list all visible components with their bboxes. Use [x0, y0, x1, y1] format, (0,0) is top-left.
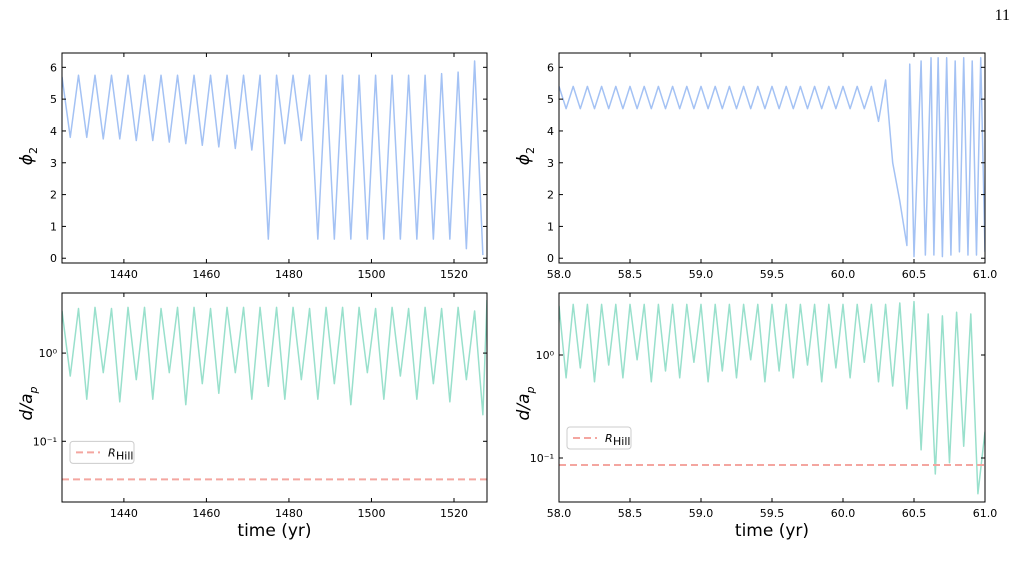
- legend-label: R: [108, 446, 116, 459]
- y-label-main: ϕ: [514, 154, 534, 165]
- legend-label-sub: Hill: [116, 449, 133, 462]
- y-axis-label: ϕ2: [17, 147, 40, 165]
- y-tick-label: 5: [547, 93, 554, 106]
- x-tick-label: 59.5: [760, 507, 785, 520]
- x-tick-label: 59.0: [689, 507, 714, 520]
- x-tick-label: 61.0: [973, 268, 998, 281]
- subplot: R Hill 1440 1460 1480 1500 1520 10⁰ 10⁻¹ d/ap time…: [17, 292, 488, 541]
- y-tick-label: 1: [50, 220, 57, 233]
- y-tick-label: 3: [50, 157, 57, 170]
- data-line: [62, 60, 484, 256]
- y-tick-label: 10⁰: [39, 347, 58, 360]
- legend-label-sub: Hill: [613, 435, 630, 448]
- x-tick-label: 1480: [275, 507, 303, 520]
- y-label-sub: 2: [27, 147, 40, 154]
- y-tick-label: 6: [547, 61, 554, 74]
- y-label-sub: 2: [524, 147, 537, 154]
- y-label-sub: p: [524, 387, 537, 395]
- x-tick-label: 1520: [440, 268, 468, 281]
- x-tick-label: 1520: [440, 507, 468, 520]
- x-axis-label: time (yr): [237, 521, 311, 541]
- y-axis-label: d/ap: [514, 387, 537, 421]
- x-tick-label: 58.5: [618, 268, 643, 281]
- x-tick-label: 1500: [357, 507, 385, 520]
- x-tick-label: 1460: [192, 268, 220, 281]
- x-tick-label: 59.0: [689, 268, 714, 281]
- x-tick-label: 1440: [110, 268, 138, 281]
- x-tick-label: 59.5: [760, 268, 785, 281]
- y-tick-label: 2: [547, 189, 554, 202]
- x-tick-label: 60.5: [902, 507, 927, 520]
- y-tick-label: 10⁰: [536, 349, 555, 362]
- y-label-main: d/a: [514, 394, 534, 421]
- y-tick-label: 0: [50, 252, 57, 265]
- x-tick-label: 58.0: [547, 268, 572, 281]
- y-tick-label: 2: [50, 189, 57, 202]
- data-line: [62, 299, 487, 416]
- data-line: [559, 300, 985, 495]
- x-tick-label: 60.5: [902, 268, 927, 281]
- subplot: R Hill 58.0 58.5 59.0 59.5 60.0 60.5 61.0 10⁰ 10⁻¹…: [514, 292, 998, 541]
- data-line: [559, 57, 985, 258]
- x-tick-label: 61.0: [973, 507, 998, 520]
- x-tick-label: 1440: [110, 507, 138, 520]
- y-axis-label: ϕ2: [514, 147, 537, 165]
- x-tick-label: 58.0: [547, 507, 572, 520]
- x-tick-label: 58.5: [618, 507, 643, 520]
- x-tick-label: 60.0: [831, 268, 856, 281]
- y-tick-label: 10⁻¹: [530, 452, 554, 465]
- legend-box: [69, 440, 135, 464]
- x-tick-label: 1460: [192, 507, 220, 520]
- axes-frame: [61, 292, 488, 503]
- y-tick-label: 4: [547, 125, 554, 138]
- y-tick-label: 6: [50, 61, 57, 74]
- y-label-sub: p: [27, 387, 40, 395]
- axes-frame: [61, 52, 488, 264]
- y-axis-label: d/ap: [17, 387, 40, 421]
- y-label-main: d/a: [17, 394, 37, 421]
- x-tick-label: 1480: [275, 268, 303, 281]
- y-tick-label: 0: [547, 252, 554, 265]
- y-label-main: ϕ: [17, 154, 37, 165]
- y-tick-label: 5: [50, 93, 57, 106]
- y-tick-label: 4: [50, 125, 57, 138]
- y-tick-label: 3: [547, 157, 554, 170]
- page-number: 11: [995, 7, 1010, 24]
- y-tick-label: 1: [547, 220, 554, 233]
- y-tick-label: 10⁻¹: [33, 435, 57, 448]
- x-tick-label: 60.0: [831, 507, 856, 520]
- legend-label: R: [605, 432, 613, 445]
- x-axis-label: time (yr): [735, 521, 809, 541]
- x-tick-label: 1500: [357, 268, 385, 281]
- legend-box: [566, 426, 632, 450]
